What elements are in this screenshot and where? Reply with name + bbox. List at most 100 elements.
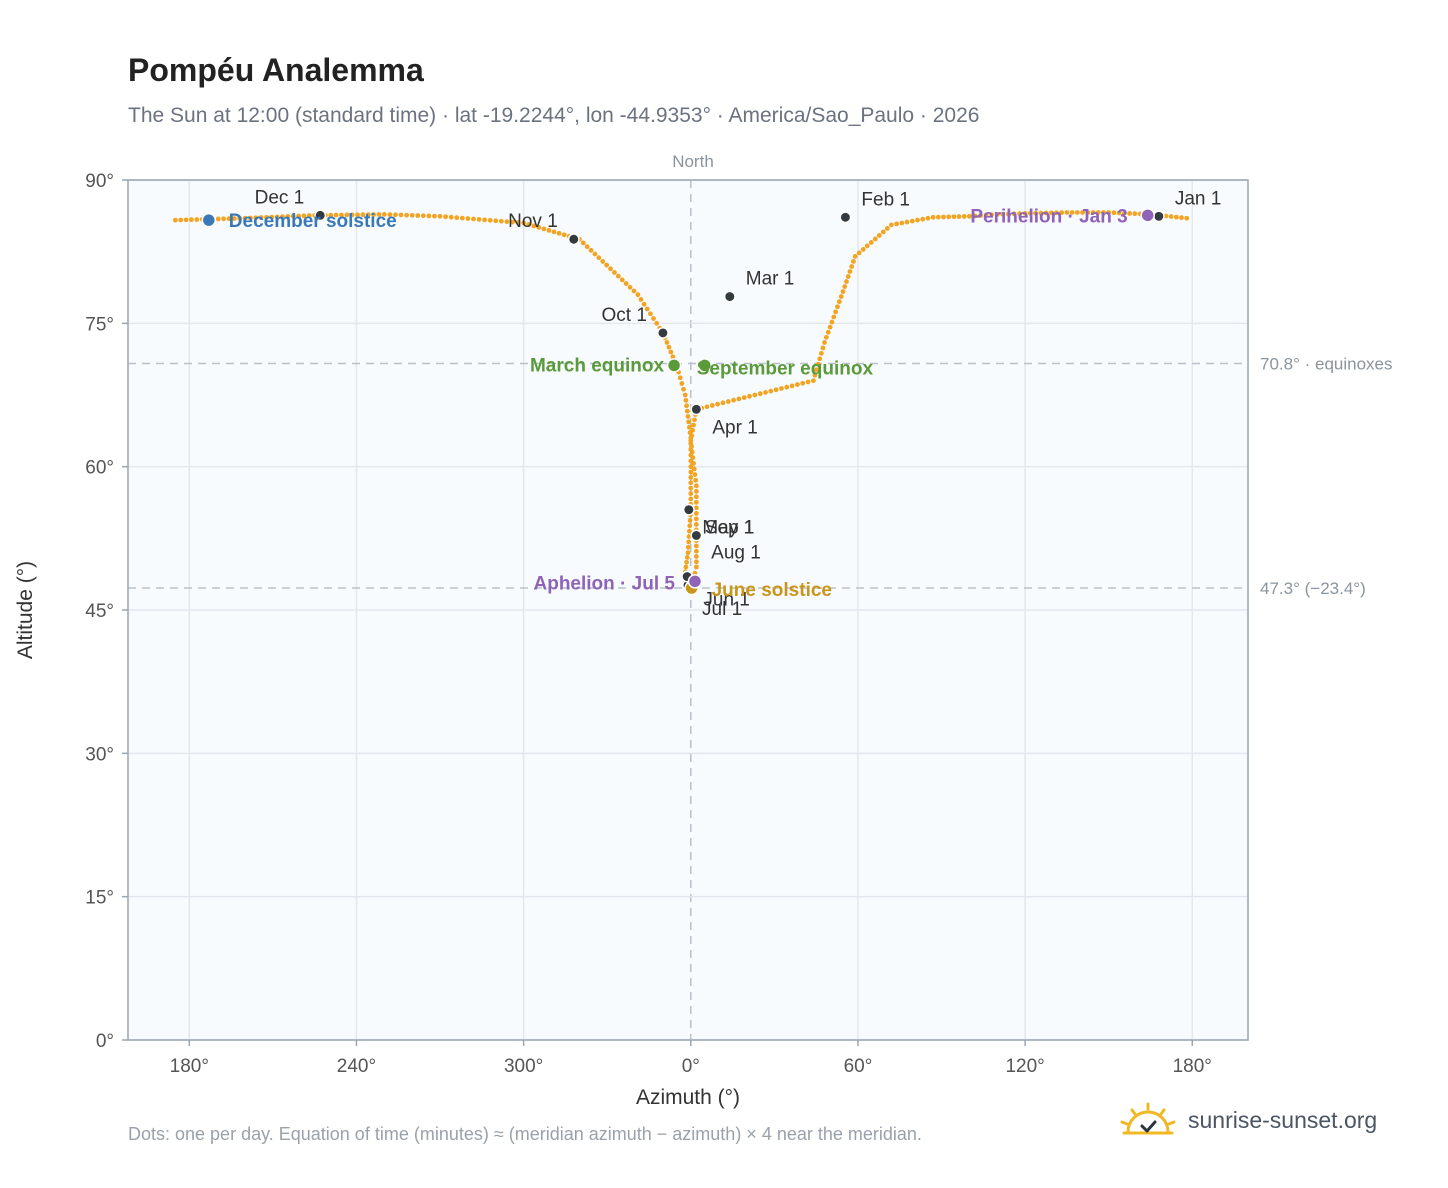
daily-dot [757, 391, 763, 397]
daily-dot [747, 393, 752, 399]
daily-dot [432, 213, 437, 219]
daily-dot [221, 216, 226, 222]
daily-dot [815, 361, 821, 367]
daily-dot [596, 255, 602, 261]
daily-dot [443, 214, 449, 220]
daily-dot [274, 214, 280, 220]
daily-dot [693, 564, 699, 570]
event-label: Aphelion · Jul 5 [534, 573, 676, 594]
x-tick-label: 180° [1173, 1056, 1212, 1077]
daily-dot [693, 548, 699, 554]
daily-dot [306, 213, 312, 218]
daily-dot [725, 399, 731, 404]
daily-dot [1064, 210, 1070, 215]
daily-dot [784, 384, 790, 390]
daily-dot [894, 221, 900, 227]
daily-dot [849, 264, 855, 269]
month-label: Jan 1 [1175, 188, 1221, 209]
daily-dot [584, 244, 590, 250]
daily-dot [1106, 210, 1112, 215]
daily-dot [349, 212, 355, 218]
daily-dot [688, 435, 694, 441]
daily-dot [623, 281, 629, 286]
daily-dot [693, 554, 699, 559]
month-label: Jun 1 [703, 589, 749, 610]
daily-dot [536, 225, 542, 230]
daily-dot [1085, 210, 1091, 215]
y-tick-label: 0° [96, 1031, 114, 1052]
daily-dot [720, 400, 726, 406]
daily-dot [688, 469, 694, 475]
daily-dot [226, 216, 232, 222]
daily-dot [687, 430, 693, 436]
daily-dot [1017, 211, 1022, 217]
daily-dot [654, 320, 660, 326]
chart-title: Pompéu Analemma [128, 52, 424, 88]
event-label: December solstice [229, 211, 397, 232]
daily-dot [818, 350, 824, 356]
daily-dot [876, 233, 882, 238]
daily-dot [845, 274, 851, 279]
daily-dot [296, 213, 301, 219]
daily-dot [687, 518, 693, 523]
daily-dot [684, 408, 690, 414]
daily-dot [880, 229, 886, 235]
daily-dot [1173, 214, 1179, 220]
daily-dot [741, 395, 747, 401]
daily-dot [615, 273, 621, 279]
daily-dot [619, 277, 625, 283]
month-label: May 1 [702, 517, 754, 538]
daily-dot [1074, 210, 1080, 215]
daily-dot [1090, 210, 1096, 215]
y-axis-label: Altitude (°) [14, 561, 37, 659]
brand[interactable]: sunrise-sunset.org [1120, 1102, 1377, 1138]
daily-dot [693, 494, 699, 500]
daily-dot [768, 388, 774, 394]
daily-dot [691, 466, 697, 472]
daily-dot [688, 441, 694, 447]
daily-dot [381, 212, 387, 217]
daily-dot [365, 212, 371, 218]
daily-dot [966, 213, 972, 219]
daily-dot [328, 212, 334, 218]
daily-dot [231, 216, 237, 221]
daily-dot [693, 483, 699, 489]
daily-dot [842, 284, 848, 289]
daily-dot [685, 414, 691, 419]
daily-dot [493, 218, 499, 224]
daily-dot [688, 458, 694, 464]
y-tick-label: 15° [85, 888, 114, 909]
daily-dot [736, 396, 742, 402]
daily-dot [465, 216, 471, 221]
y-tick-label: 45° [85, 601, 114, 622]
daily-dot [264, 214, 269, 220]
month-label: Aug 1 [711, 543, 761, 564]
daily-dot [983, 212, 989, 218]
daily-dot [683, 564, 689, 570]
daily-dot [1011, 211, 1017, 217]
daily-dot [686, 424, 692, 430]
daily-dot [805, 379, 811, 385]
daily-dot [941, 214, 946, 220]
reference-line-label: 47.3° (−23.4°) [1260, 579, 1366, 598]
daily-dot [692, 472, 698, 477]
daily-dot [827, 324, 833, 330]
daily-dot [687, 523, 693, 529]
daily-dot [1111, 210, 1117, 216]
event-marker [687, 574, 703, 589]
daily-dot [561, 232, 567, 238]
daily-dot [253, 215, 259, 221]
daily-dot [856, 250, 862, 256]
x-tick-label: 0° [682, 1056, 700, 1077]
daily-dot [355, 212, 360, 218]
x-tick-label: 180° [170, 1056, 209, 1077]
daily-dot [951, 214, 957, 220]
brand-name[interactable]: sunrise-sunset.org [1188, 1106, 1378, 1133]
daily-dot [789, 383, 795, 389]
daily-dot [1121, 210, 1127, 216]
daily-dot [773, 387, 779, 393]
daily-dot [838, 294, 844, 299]
daily-dot [387, 212, 393, 217]
daily-dot [592, 251, 598, 257]
